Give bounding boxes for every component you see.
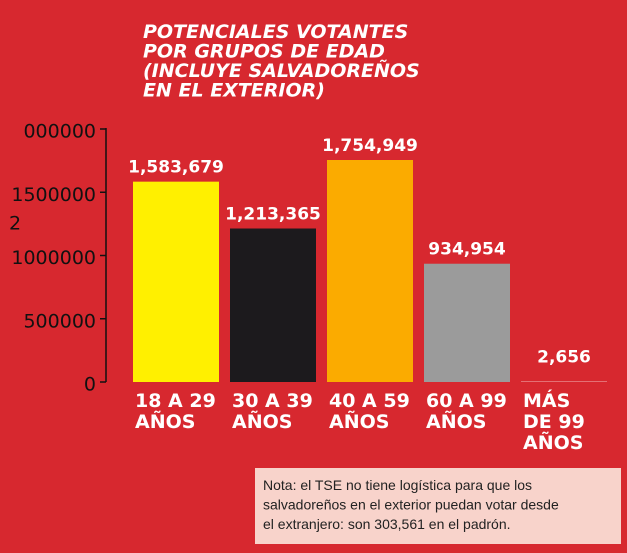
annotation: 2 xyxy=(9,213,21,235)
note: Nota: el TSE no tiene logística para que… xyxy=(263,477,559,532)
y-tick-label: 500000 xyxy=(23,310,96,332)
value-label: 1,583,679 xyxy=(128,158,224,178)
value-label: 1,213,365 xyxy=(225,205,321,225)
y-tick-label: 000000 xyxy=(23,121,96,143)
value-label: 2,656 xyxy=(537,348,591,368)
x-tick-label: 60 A 99 AÑOS xyxy=(426,390,507,433)
y-tick-label: 0 xyxy=(84,374,96,396)
value-label: 1,754,949 xyxy=(322,136,418,156)
y-tick-label: 1000000 xyxy=(11,247,96,269)
x-tick-label: 18 A 29 AÑOS xyxy=(135,390,216,433)
bar xyxy=(230,228,316,382)
y-tick-label: 1500000 xyxy=(11,184,96,206)
bar xyxy=(327,159,413,382)
x-tick-label: MÁS DE 99 AÑOS xyxy=(523,389,585,454)
note-box xyxy=(255,468,621,544)
x-tick-label: 30 A 39 AÑOS xyxy=(232,390,313,433)
value-label: 934,954 xyxy=(428,240,506,260)
bar xyxy=(133,181,219,382)
bar xyxy=(424,263,510,382)
x-tick-label: 40 A 59 AÑOS xyxy=(329,390,410,433)
chart-title: POTENCIALES VOTANTES POR GRUPOS DE EDAD (I… xyxy=(143,21,420,102)
